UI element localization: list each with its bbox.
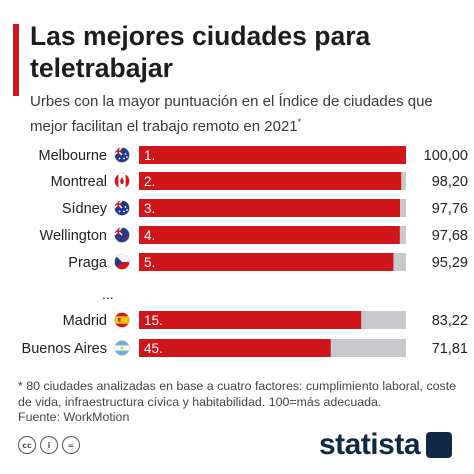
city-label-praga: Praga bbox=[68, 255, 108, 271]
bar-praga[interactable] bbox=[139, 253, 394, 271]
bar-buenos-aires[interactable] bbox=[139, 339, 331, 357]
chart-title: Las mejores ciudades para teletrabajar bbox=[30, 21, 371, 83]
no-derivatives-icon[interactable]: = bbox=[62, 436, 80, 454]
city-label-montreal: Montreal bbox=[51, 174, 107, 190]
rank-label-s-dney: 3. bbox=[144, 201, 155, 216]
value-label-madrid: 83,22 bbox=[432, 313, 468, 329]
value-label-wellington: 97,68 bbox=[432, 228, 468, 244]
city-label-melbourne: Melbourne bbox=[38, 148, 107, 164]
value-label-buenos-aires: 71,81 bbox=[432, 341, 468, 357]
statista-logo[interactable]: statista bbox=[319, 428, 452, 462]
logo-text: statista bbox=[318, 428, 421, 461]
source-note: Fuente: WorkMotion bbox=[18, 410, 130, 424]
rank-label-madrid: 15. bbox=[144, 313, 163, 328]
city-label-buenos-aires: Buenos Aires bbox=[22, 341, 107, 357]
rank-label-wellington: 4. bbox=[144, 228, 155, 243]
chart-subtitle: Urbes con la mayor puntuación en el Índi… bbox=[30, 92, 460, 137]
rank-label-buenos-aires: 45. bbox=[144, 341, 163, 356]
value-label-s-dney: 97,76 bbox=[432, 201, 468, 217]
city-label-s-dney: Sídney bbox=[62, 201, 108, 217]
flag-ar-icon-buenos-aires bbox=[114, 340, 130, 356]
bar-wellington[interactable] bbox=[139, 226, 400, 244]
rank-label-melbourne: 1. bbox=[144, 148, 155, 163]
footnote: * 80 ciudades analizadas en base a cuatr… bbox=[18, 379, 457, 409]
value-label-praga: 95,29 bbox=[432, 255, 468, 271]
flag-au-icon-melbourne bbox=[114, 147, 130, 163]
logo-mark-icon bbox=[426, 432, 452, 458]
subtitle-text: Urbes con la mayor puntuación en el Índi… bbox=[30, 93, 433, 135]
value-label-montreal: 98,20 bbox=[432, 174, 468, 190]
bar-chart: 1. Melbourne 100,00 2. Montreal 98,20 3. Sídney… bbox=[22, 146, 468, 357]
creative-commons-icon[interactable]: cc bbox=[18, 436, 36, 454]
rank-label-montreal: 2. bbox=[144, 174, 155, 189]
value-label-melbourne: 100,00 bbox=[424, 148, 468, 164]
bar-madrid[interactable] bbox=[139, 311, 362, 329]
bar-melbourne[interactable] bbox=[139, 146, 406, 164]
city-label-wellington: Wellington bbox=[40, 228, 107, 244]
gap-marker: ... bbox=[102, 286, 114, 302]
city-label-madrid: Madrid bbox=[63, 313, 107, 329]
flag-cz-icon-praga bbox=[114, 254, 130, 270]
attribution-icon[interactable]: i bbox=[40, 436, 58, 454]
subtitle-footnote-mark: * bbox=[297, 117, 302, 127]
bar-s-dney[interactable] bbox=[139, 199, 401, 217]
rank-label-praga: 5. bbox=[144, 255, 155, 270]
flag-es-icon-madrid bbox=[114, 312, 130, 328]
flag-ca-icon-montreal bbox=[114, 173, 130, 189]
bar-montreal[interactable] bbox=[139, 172, 402, 190]
license-icons: cc i = bbox=[18, 436, 80, 454]
flag-au-icon-s-dney bbox=[114, 200, 130, 216]
title-accent-bar bbox=[13, 24, 19, 96]
flag-nz-icon-wellington bbox=[114, 227, 130, 243]
